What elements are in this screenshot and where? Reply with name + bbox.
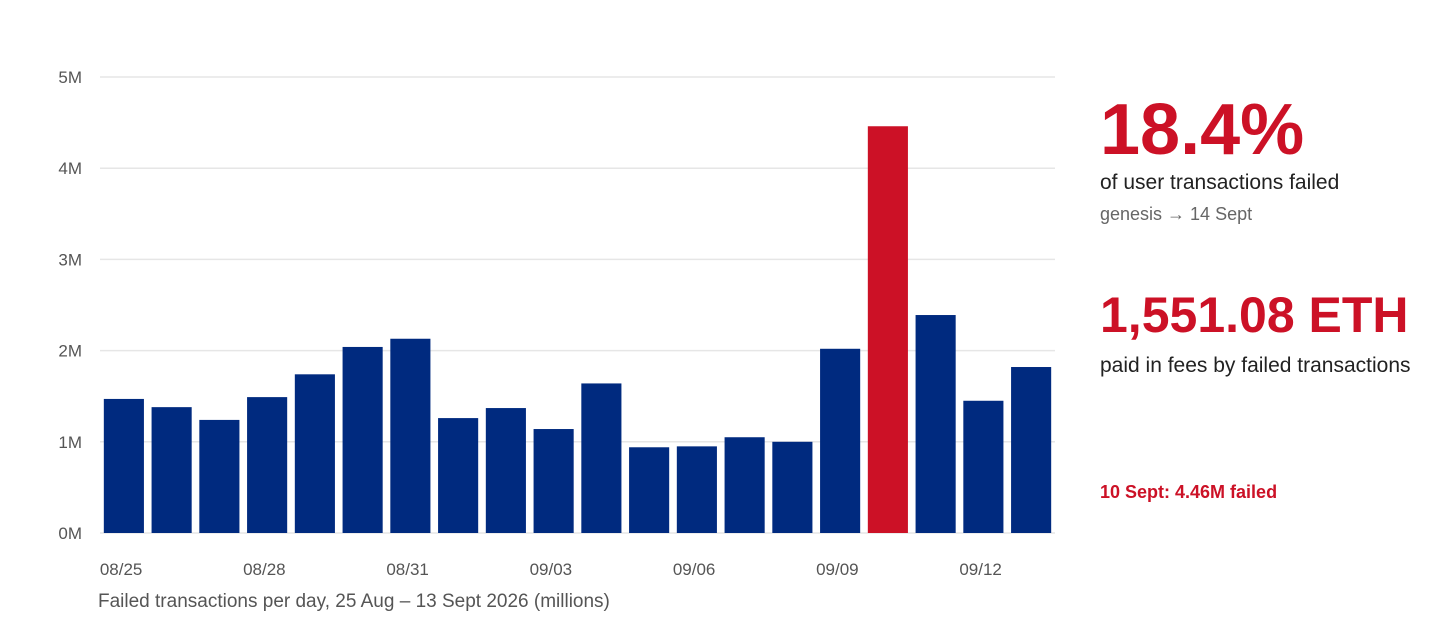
bar bbox=[963, 400, 1004, 533]
y-tick-label: 1M bbox=[58, 433, 82, 452]
x-tick-label: 08/25 bbox=[100, 560, 143, 579]
bar bbox=[294, 374, 335, 533]
y-tick-label: 4M bbox=[58, 159, 82, 178]
bar bbox=[438, 418, 479, 533]
y-axis-tick-labels: 0M 1M 2M 3M 4M 5M bbox=[58, 68, 82, 543]
x-tick-label: 09/03 bbox=[530, 560, 573, 579]
bar bbox=[915, 315, 956, 533]
bar-highlight bbox=[867, 126, 908, 534]
bar bbox=[342, 346, 383, 533]
y-tick-label: 5M bbox=[58, 68, 82, 87]
x-tick-label: 09/12 bbox=[959, 560, 1002, 579]
bar bbox=[581, 383, 622, 533]
bar bbox=[1011, 367, 1052, 533]
bar bbox=[199, 419, 240, 533]
x-tick-label: 09/09 bbox=[816, 560, 859, 579]
bar bbox=[390, 338, 431, 533]
bar bbox=[247, 397, 288, 533]
peak-callout: 10 Sept: 4.46M failed bbox=[1100, 482, 1278, 502]
x-tick-label: 08/31 bbox=[386, 560, 429, 579]
bar bbox=[772, 441, 813, 533]
bar bbox=[533, 429, 574, 533]
bar bbox=[629, 447, 670, 533]
bars bbox=[103, 126, 1052, 534]
y-tick-label: 0M bbox=[58, 524, 82, 543]
failed-transactions-bar-chart: 0M 1M 2M 3M 4M 5M 08/25 08/28 08/31 09/03 09/06 09… bbox=[58, 68, 1055, 579]
bar bbox=[724, 437, 765, 533]
bar bbox=[820, 348, 861, 533]
chart-caption: Failed transactions per day, 25 Aug – 13… bbox=[98, 591, 610, 612]
y-tick-label: 3M bbox=[58, 250, 82, 269]
x-axis-tick-labels: 08/25 08/28 08/31 09/03 09/06 09/09 09/12 bbox=[100, 560, 1002, 579]
bar bbox=[151, 407, 192, 533]
failed-rate-label: of user transactions failed bbox=[1100, 171, 1340, 194]
bar bbox=[676, 446, 717, 533]
x-tick-label: 09/06 bbox=[673, 560, 716, 579]
fees-label: paid in fees by failed transactions bbox=[1100, 354, 1411, 377]
bar bbox=[103, 398, 144, 533]
bar bbox=[485, 408, 526, 533]
x-tick-label: 08/28 bbox=[243, 560, 286, 579]
failed-rate-period: genesis → 14 Sept bbox=[1100, 204, 1253, 224]
y-tick-label: 2M bbox=[58, 342, 82, 361]
fees-value: 1,551.08 ETH bbox=[1100, 287, 1409, 343]
gridlines bbox=[100, 76, 1055, 534]
failed-rate-value: 18.4% bbox=[1100, 90, 1305, 170]
